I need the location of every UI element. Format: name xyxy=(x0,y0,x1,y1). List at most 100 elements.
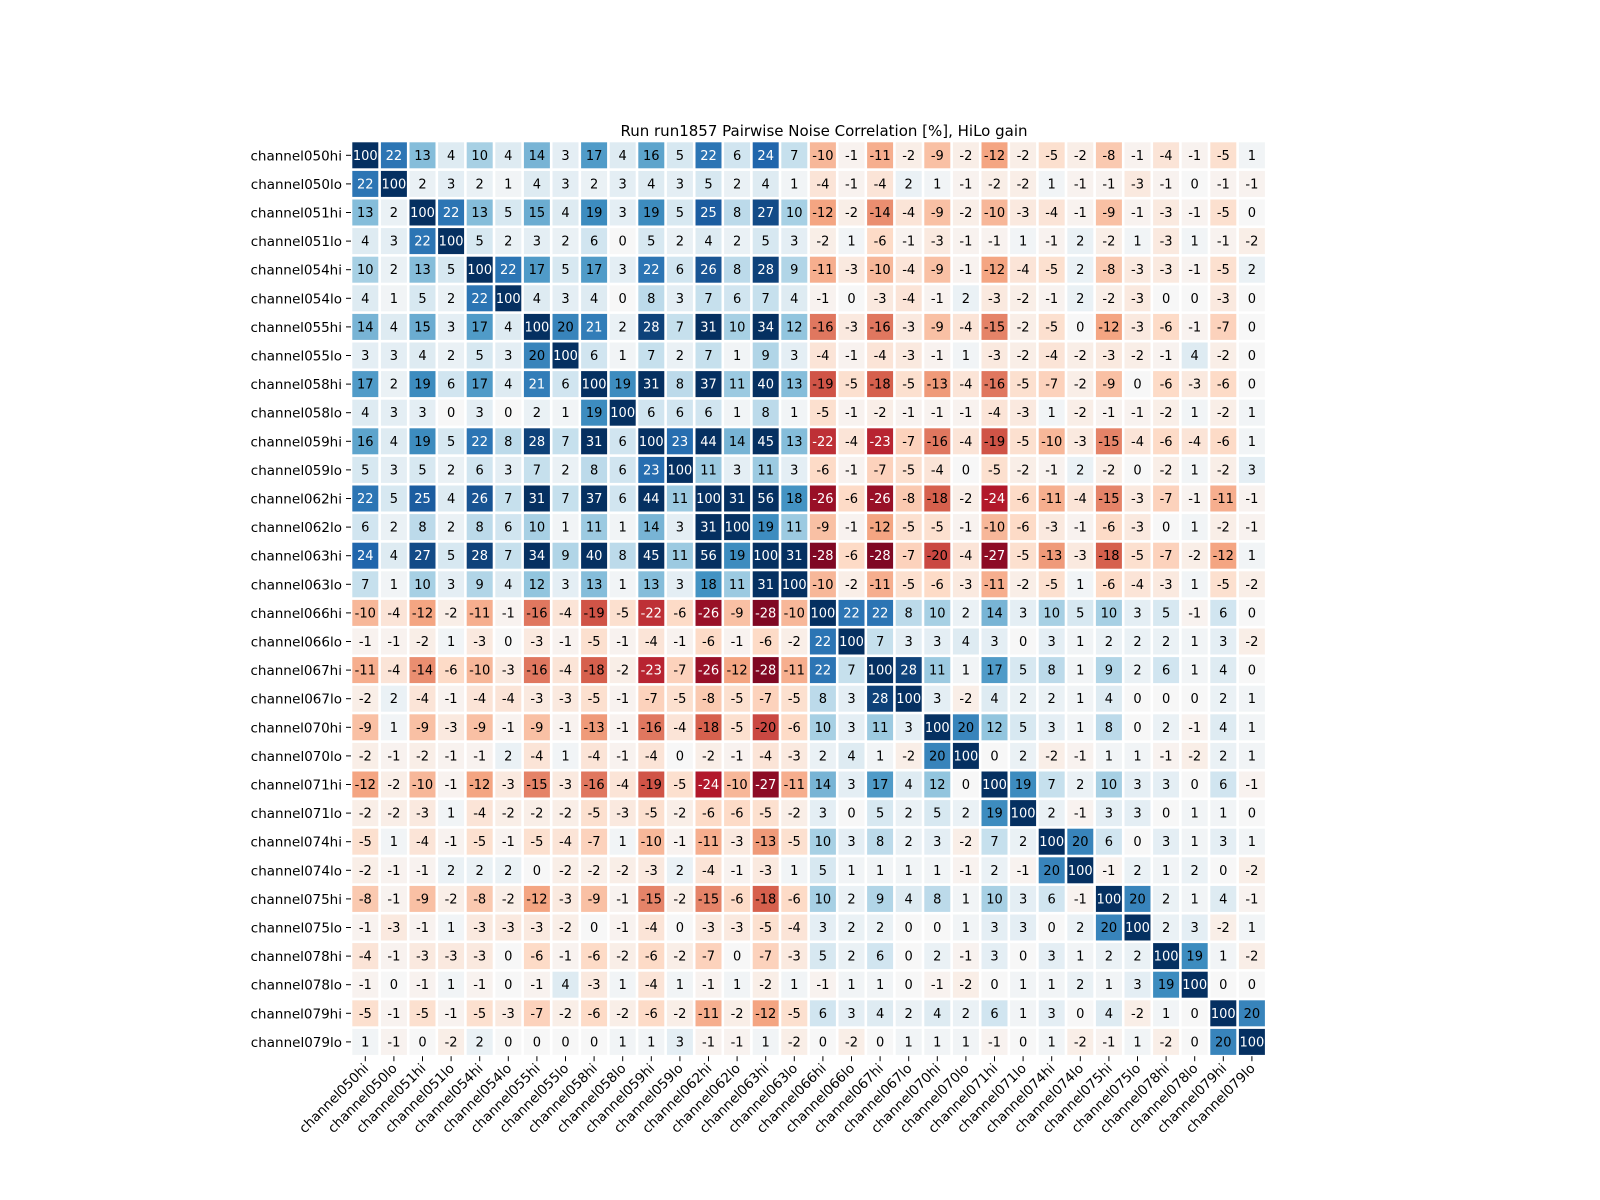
heatmap-cell xyxy=(1238,800,1265,827)
cell-value-label: 4 xyxy=(447,149,455,164)
heatmap-cell xyxy=(781,714,808,741)
heatmap-cell xyxy=(1067,428,1094,455)
cell-value-label: 1 xyxy=(933,864,941,879)
heatmap-cell xyxy=(1067,399,1094,426)
cell-value-label: -11 xyxy=(698,1007,719,1022)
cell-value-label: -1 xyxy=(1188,320,1201,335)
cell-value-label: 10 xyxy=(929,606,946,621)
cell-value-label: -2 xyxy=(702,749,715,764)
heatmap-cell xyxy=(352,800,379,827)
heatmap-cell xyxy=(1124,542,1151,569)
cell-value-label: 3 xyxy=(476,406,484,421)
cell-value-label: -1 xyxy=(673,635,686,650)
cell-value-label: 22 xyxy=(815,664,832,679)
cell-value-label: -1 xyxy=(1102,177,1115,192)
cell-value-label: 3 xyxy=(847,721,855,736)
heatmap-cell xyxy=(1038,1000,1065,1027)
cell-value-label: 6 xyxy=(504,521,512,536)
cell-value-label: -4 xyxy=(1074,492,1087,507)
cell-value-label: -3 xyxy=(445,721,458,736)
cell-value-label: 4 xyxy=(361,292,369,307)
cell-value-label: -1 xyxy=(1160,177,1173,192)
heatmap-cell xyxy=(409,657,436,684)
cell-value-label: 6 xyxy=(1048,892,1056,907)
heatmap-cell xyxy=(867,342,894,369)
heatmap-cell xyxy=(1238,199,1265,226)
cell-value-label: 3 xyxy=(1133,807,1141,822)
heatmap-cell xyxy=(1210,342,1237,369)
cell-value-label: -16 xyxy=(526,664,547,679)
cell-value-label: 3 xyxy=(619,177,627,192)
heatmap-cell xyxy=(1181,514,1208,541)
heatmap-cell xyxy=(724,399,751,426)
heatmap-cell xyxy=(1181,399,1208,426)
heatmap-cell xyxy=(809,742,836,769)
cell-value-label: 1 xyxy=(905,1035,913,1050)
cell-value-label: 27 xyxy=(414,549,431,564)
heatmap-cell xyxy=(523,599,550,626)
heatmap-cell xyxy=(523,1028,550,1055)
cell-value-label: 3 xyxy=(1191,921,1199,936)
cell-value-label: -2 xyxy=(1074,1035,1087,1050)
cell-value-label: -4 xyxy=(588,749,601,764)
heatmap-cell xyxy=(552,428,579,455)
heatmap-cell xyxy=(981,971,1008,998)
cell-value-label: 19 xyxy=(414,435,431,450)
heatmap-cell xyxy=(1153,943,1180,970)
cell-value-label: 1 xyxy=(733,406,741,421)
y-tick-label: channel067lo xyxy=(251,692,342,708)
heatmap-cell xyxy=(781,857,808,884)
cell-value-label: 2 xyxy=(962,292,970,307)
cell-value-label: -5 xyxy=(616,606,629,621)
heatmap-cell xyxy=(1210,228,1237,255)
heatmap-cell xyxy=(1095,657,1122,684)
cell-value-label: -3 xyxy=(988,292,1001,307)
heatmap-cell xyxy=(1153,342,1180,369)
heatmap-cell xyxy=(924,228,951,255)
cell-value-label: 100 xyxy=(524,320,549,335)
heatmap-cell xyxy=(1181,628,1208,655)
heatmap-cell xyxy=(352,199,379,226)
heatmap-cell xyxy=(495,771,522,798)
cell-value-label: -2 xyxy=(959,978,972,993)
cell-value-label: -5 xyxy=(588,807,601,822)
cell-value-label: -5 xyxy=(731,692,744,707)
cell-value-label: -2 xyxy=(559,864,572,879)
heatmap-cell xyxy=(1038,828,1065,855)
heatmap-cell xyxy=(981,256,1008,283)
heatmap-cell xyxy=(666,599,693,626)
heatmap-cell xyxy=(380,714,407,741)
heatmap-cell xyxy=(924,571,951,598)
heatmap-cell xyxy=(638,428,665,455)
heatmap-cell xyxy=(752,313,779,340)
cell-value-label: 0 xyxy=(876,1035,884,1050)
heatmap-cell xyxy=(1210,714,1237,741)
cell-value-label: 19 xyxy=(643,206,660,221)
heatmap-cell xyxy=(581,285,608,312)
cell-value-label: 2 xyxy=(476,864,484,879)
y-tick-label: channel059lo xyxy=(251,463,342,479)
cell-value-label: 1 xyxy=(1105,749,1113,764)
heatmap-cell xyxy=(552,742,579,769)
heatmap-cell xyxy=(1038,514,1065,541)
heatmap-cell xyxy=(781,256,808,283)
heatmap-cell xyxy=(1238,571,1265,598)
heatmap-cell xyxy=(895,285,922,312)
heatmap-cell xyxy=(895,800,922,827)
heatmap-cell xyxy=(1038,943,1065,970)
cell-value-label: 1 xyxy=(1133,1035,1141,1050)
cell-value-label: 3 xyxy=(561,177,569,192)
heatmap-cell xyxy=(1153,914,1180,941)
cell-value-label: 2 xyxy=(1133,950,1141,965)
cell-value-label: 100 xyxy=(696,492,721,507)
cell-value-label: 0 xyxy=(504,635,512,650)
heatmap-cell xyxy=(867,228,894,255)
heatmap-cell xyxy=(581,342,608,369)
heatmap-cell xyxy=(638,1000,665,1027)
cell-value-label: -2 xyxy=(1188,749,1201,764)
cell-value-label: -5 xyxy=(1217,149,1230,164)
cell-value-label: 19 xyxy=(586,406,603,421)
heatmap-cell xyxy=(409,428,436,455)
heatmap-cell xyxy=(1095,714,1122,741)
heatmap-cell xyxy=(1010,800,1037,827)
